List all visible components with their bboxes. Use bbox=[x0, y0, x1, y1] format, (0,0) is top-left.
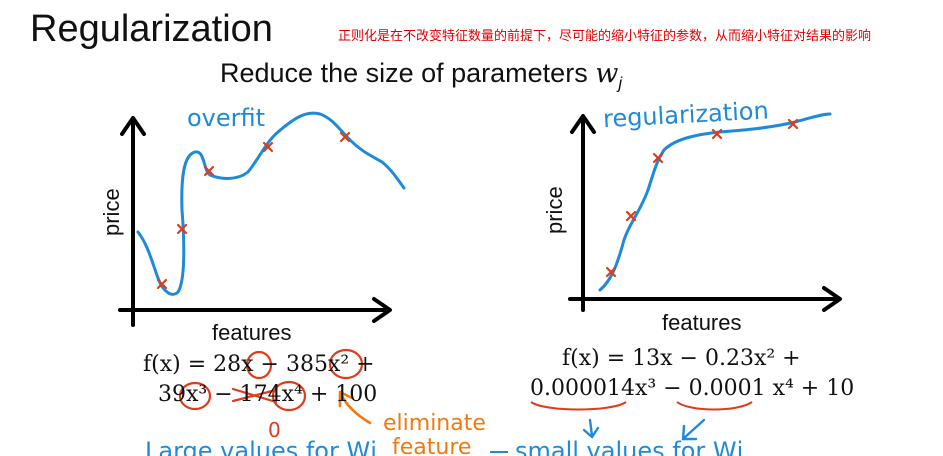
circle-x-term bbox=[245, 350, 273, 380]
eliminate-arrow bbox=[338, 390, 372, 425]
right-x-arrowhead bbox=[822, 286, 842, 312]
circle-x2-term bbox=[328, 348, 364, 380]
right-marker-2 bbox=[625, 210, 637, 222]
slide-subtitle: Reduce the size of parameters wj bbox=[220, 58, 622, 93]
bracket-x3-coef bbox=[530, 401, 627, 411]
right-equation-line1: f(x) = 13x − 0.23x² + bbox=[562, 346, 801, 371]
right-plot: regularization price features bbox=[542, 96, 842, 335]
slide-title: Regularization bbox=[30, 8, 273, 50]
circle-x3-term bbox=[178, 381, 212, 411]
eliminate-label: eliminate bbox=[383, 411, 486, 436]
left-data-markers bbox=[156, 131, 351, 290]
circle-x4-term bbox=[271, 380, 307, 412]
left-equation-line1: f(x) = 28x − 385x² + bbox=[143, 352, 375, 377]
equation-annotations: 0 eliminate feature Large values for Wj … bbox=[145, 348, 753, 456]
left-plot: overfit price features bbox=[99, 104, 406, 345]
left-y-label: price bbox=[99, 188, 124, 236]
right-x-label: features bbox=[662, 310, 742, 335]
left-marker-5 bbox=[339, 131, 351, 143]
small-values-note: small values for Wj bbox=[515, 437, 743, 456]
subtitle-subscript: j bbox=[618, 73, 623, 93]
left-x-arrowhead bbox=[372, 297, 392, 323]
right-y-label: price bbox=[542, 186, 567, 234]
right-marker-3 bbox=[652, 152, 664, 164]
left-marker-4 bbox=[262, 141, 274, 153]
regularized-curve bbox=[598, 112, 832, 292]
right-marker-5 bbox=[787, 118, 799, 130]
left-marker-2 bbox=[176, 223, 188, 235]
left-equation-line2: 39x³ − 174x⁴ + 100 bbox=[158, 382, 378, 407]
bracket-x4-coef bbox=[676, 401, 753, 411]
zero-mark: 0 bbox=[268, 418, 281, 442]
right-data-markers bbox=[605, 118, 799, 278]
strike-174 bbox=[231, 387, 278, 404]
overfit-curve bbox=[136, 111, 406, 296]
left-marker-1 bbox=[156, 278, 168, 290]
chinese-note: 正则化是在不改变特征数量的前提下，尽可能的缩小特征的参数，从而缩小特征对结果的影… bbox=[338, 29, 872, 44]
right-marker-4 bbox=[711, 128, 723, 140]
right-marker-1 bbox=[605, 266, 617, 278]
regularization-annotation: regularization bbox=[602, 96, 769, 133]
subtitle-variable: w bbox=[595, 58, 619, 89]
subtitle-text: Reduce the size of parameters bbox=[220, 58, 588, 88]
feature-label: feature bbox=[392, 435, 471, 456]
left-x-label: features bbox=[212, 320, 292, 345]
down-arrow-left bbox=[582, 418, 600, 439]
down-arrow-right bbox=[681, 418, 706, 441]
large-values-note: Large values for Wj bbox=[145, 437, 377, 456]
right-equation-line2: 0.000014x³ − 0.0001 x⁴ + 10 bbox=[530, 376, 855, 401]
left-y-arrowhead bbox=[120, 116, 146, 136]
overfit-annotation: overfit bbox=[187, 104, 265, 132]
right-y-arrowhead bbox=[570, 114, 596, 134]
left-marker-3 bbox=[203, 165, 215, 177]
